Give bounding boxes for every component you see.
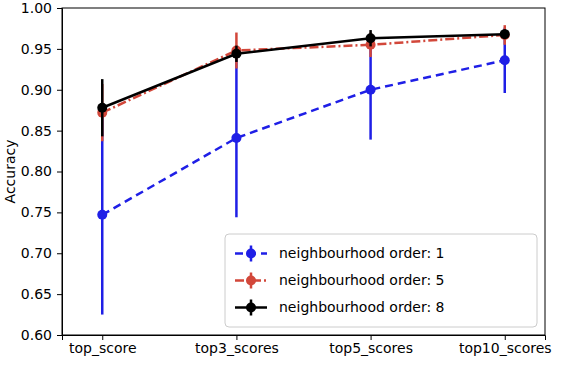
- legend-marker: [246, 303, 256, 313]
- y-tick: 0.80: [21, 163, 62, 179]
- y-axis: 0.60 0.65 0.70 0.75 0.80 0.85 0.90 0.95 1.00: [21, 0, 63, 343]
- series-line: [102, 34, 505, 108]
- y-tick: 1.00: [21, 0, 62, 16]
- y-tick-mark: [57, 212, 62, 213]
- chart: 0.60 0.65 0.70 0.75 0.80 0.85 0.90 0.95 1.00 top_…: [0, 0, 568, 368]
- legend-label: neighbourhood order: 8: [279, 299, 444, 315]
- legend-label: neighbourhood order: 1: [279, 245, 444, 261]
- y-tick-label: 0.60: [21, 327, 52, 343]
- y-axis-line: [57, 9, 63, 336]
- y-tick: 0.90: [21, 82, 62, 98]
- plot-frame: [62, 8, 545, 335]
- series-line: [102, 35, 505, 113]
- x-tick-label: top5_scores: [329, 340, 413, 356]
- x-tick: top3_scores: [195, 335, 279, 356]
- legend: neighbourhood order: 1 neighbourhood orde…: [225, 234, 537, 327]
- y-tick-mark: [57, 335, 62, 336]
- y-tick: 0.95: [21, 41, 62, 57]
- y-tick-mark: [57, 49, 62, 50]
- y-tick-label: 0.85: [21, 123, 52, 139]
- x-tick: top10_scores: [459, 335, 552, 356]
- y-tick-mark: [57, 131, 62, 132]
- x-axis: top_score top3_scores top5_scores top10_sco…: [63, 335, 552, 356]
- x-tick: top_score: [69, 335, 137, 356]
- legend-label: neighbourhood order: 5: [279, 272, 444, 288]
- marker: [97, 103, 107, 113]
- y-tick: 0.65: [21, 286, 62, 302]
- legend-marker: [246, 249, 256, 259]
- y-tick-label: 0.80: [21, 163, 52, 179]
- marker: [97, 210, 107, 220]
- y-tick-label: 1.00: [21, 0, 52, 16]
- y-tick-label: 0.70: [21, 245, 52, 261]
- y-tick-mark: [57, 253, 62, 254]
- y-axis-title: Accuracy: [2, 140, 18, 204]
- y-tick-label: 0.75: [21, 204, 52, 220]
- x-tick: top5_scores: [329, 335, 413, 356]
- legend-marker: [246, 276, 256, 286]
- marker: [500, 29, 510, 39]
- y-tick: 0.75: [21, 204, 62, 220]
- y-tick: 0.60: [21, 327, 62, 343]
- y-tick: 0.70: [21, 245, 62, 261]
- x-tick-label: top3_scores: [195, 340, 279, 356]
- marker: [231, 49, 241, 59]
- y-tick: 0.85: [21, 123, 62, 139]
- y-tick-mark: [57, 90, 62, 91]
- series: [97, 25, 510, 141]
- x-tick-label: top_score: [69, 340, 137, 356]
- marker: [366, 85, 376, 95]
- legend-box: [225, 234, 537, 327]
- y-tick-mark: [57, 8, 62, 9]
- y-tick-label: 0.65: [21, 286, 52, 302]
- marker: [366, 33, 376, 43]
- marker: [500, 55, 510, 65]
- y-tick-mark: [57, 172, 62, 173]
- marker: [231, 133, 241, 143]
- x-tick-label: top10_scores: [459, 340, 552, 356]
- y-tick-label: 0.95: [21, 41, 52, 57]
- y-tick-label: 0.90: [21, 82, 52, 98]
- y-tick-mark: [57, 294, 62, 295]
- series: [97, 29, 510, 136]
- marker: [500, 30, 510, 40]
